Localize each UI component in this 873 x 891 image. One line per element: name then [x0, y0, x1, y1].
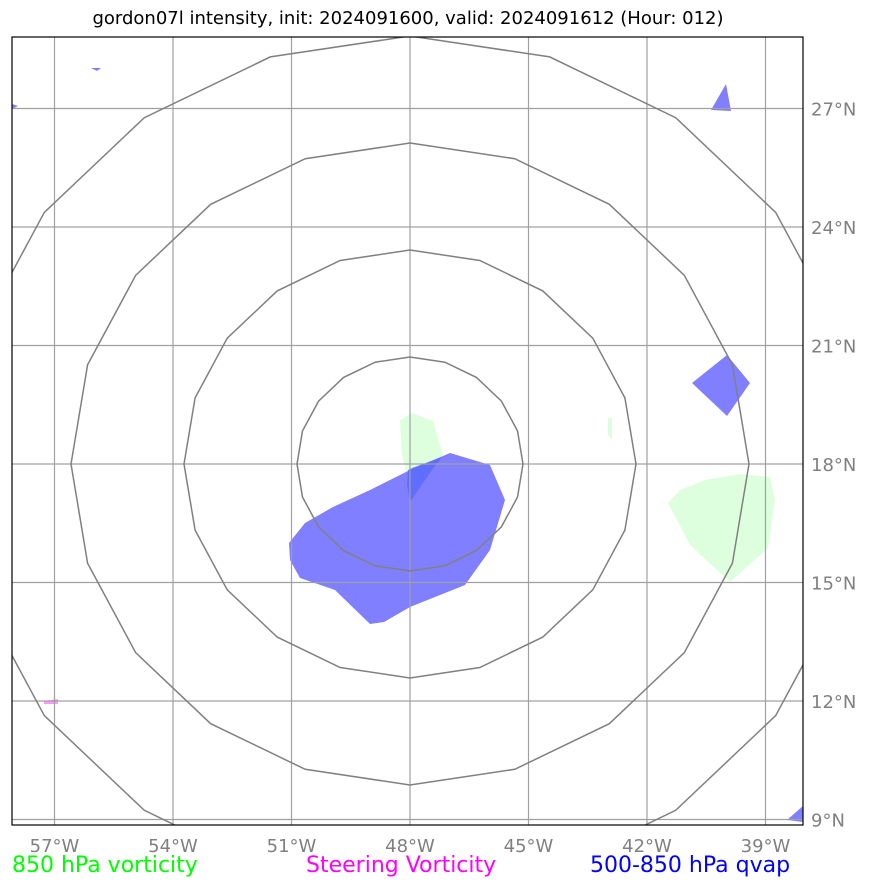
vorticity-area-east: [668, 474, 775, 582]
lat-tick-label: 12°N: [811, 692, 856, 713]
range-ring: [12, 37, 803, 825]
tick-labels: 57°W 54°W 51°W 48°W 45°W 42°W 39°W 9°N 12°N 15°N 1…: [30, 100, 857, 858]
vorticity-qvap-overlap: [407, 457, 442, 502]
legend-850hpa-vorticity: 850 hPa vorticity: [12, 853, 198, 878]
range-ring: [296, 356, 524, 572]
lon-tick-label: 45°W: [504, 836, 554, 857]
lat-tick-label: 27°N: [811, 100, 856, 121]
legend-steering-vorticity: Steering Vorticity: [306, 853, 497, 878]
lon-tick-label: 54°W: [148, 836, 198, 857]
lat-tick-label: 24°N: [811, 218, 856, 239]
field-shading: [12, 68, 803, 822]
chart-title: gordon07l intensity, init: 2024091600, v…: [92, 8, 724, 29]
vorticity-area-small: [608, 418, 612, 440]
lon-tick-label: 42°W: [622, 836, 672, 857]
lat-lon-grid: [12, 37, 803, 825]
range-ring: [183, 249, 637, 679]
qvap-area-east: [692, 355, 750, 416]
qvap-area-southeast: [787, 806, 803, 822]
qvap-speck-1: [91, 68, 101, 71]
map-frame: [11, 36, 804, 826]
lon-tick-label: 51°W: [267, 836, 317, 857]
qvap-area-main: [289, 453, 505, 624]
range-rings: [12, 37, 803, 825]
lat-tick-label: 18°N: [811, 455, 856, 476]
lon-tick-label: 48°W: [385, 836, 435, 857]
lat-tick-label: 21°N: [811, 337, 856, 358]
lon-tick-label: 57°W: [30, 836, 80, 857]
lat-tick-label: 9°N: [811, 811, 845, 832]
lon-tick-label: 39°W: [741, 836, 791, 857]
range-ring: [70, 142, 750, 786]
qvap-speck-2: [12, 104, 18, 109]
qvap-area-northeast: [711, 84, 731, 111]
legend-qvap: 500-850 hPa qvap: [590, 853, 791, 878]
lat-tick-label: 15°N: [811, 574, 856, 595]
